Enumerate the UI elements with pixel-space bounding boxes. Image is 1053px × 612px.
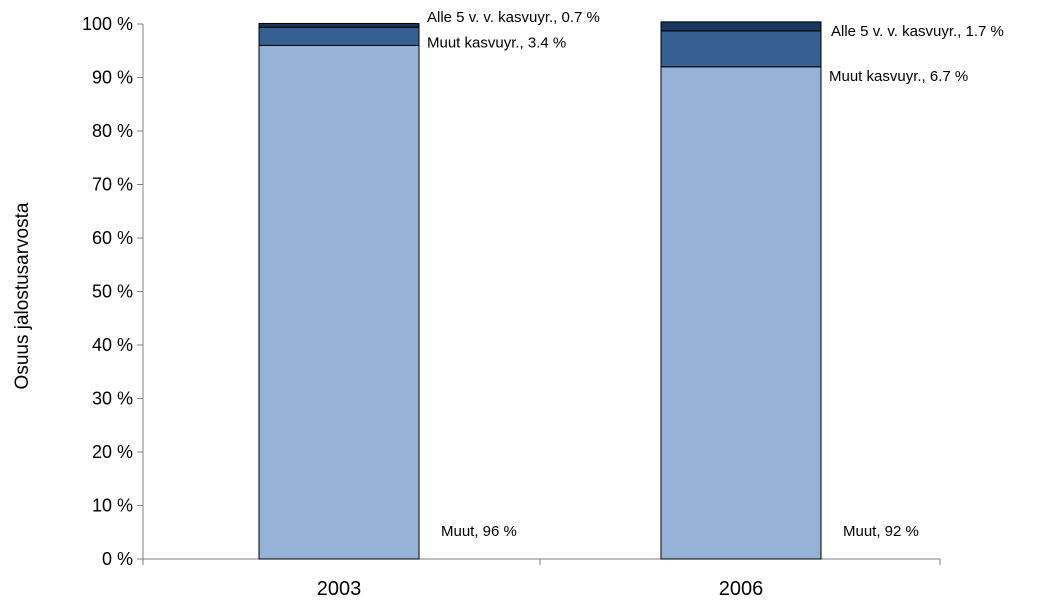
y-tick-label: 40 %: [92, 335, 133, 355]
bar-segment: [258, 44, 420, 560]
y-tick-label: 30 %: [92, 389, 133, 409]
bar-segment: [660, 30, 822, 68]
x-tick-label: 2006: [719, 578, 764, 600]
data-label: Muut, 96 %: [441, 523, 517, 540]
y-tick-label: 0 %: [102, 549, 133, 569]
y-tick-label: 50 %: [92, 282, 133, 302]
y-tick-label: 60 %: [92, 228, 133, 248]
bar-segment: [660, 66, 822, 560]
bars: [258, 21, 822, 560]
data-label: Muut kasvuyr., 6.7 %: [829, 68, 968, 85]
data-label: Alle 5 v. v. kasvuyr., 0.7 %: [427, 9, 600, 26]
x-tick-label: 2003: [317, 578, 362, 600]
data-labels: Muut, 96 % Muut kasvuyr., 3.4 % Alle 5 v. …: [427, 9, 1004, 540]
x-axis: 2003 2006: [142, 558, 941, 600]
y-tick-label: 100 %: [82, 14, 133, 34]
y-axis: 0 % 10 % 20 % 30 % 40 % 50 % 60 % 70 % 80 % 90 % 1…: [82, 14, 144, 569]
y-tick-label: 10 %: [92, 496, 133, 516]
y-tick-label: 70 %: [92, 175, 133, 195]
bar-segment: [258, 26, 420, 46]
y-tick-label: 90 %: [92, 68, 133, 88]
data-label: Muut, 92 %: [843, 523, 919, 540]
data-label: Alle 5 v. v. kasvuyr., 1.7 %: [831, 23, 1004, 40]
bar-segment: [258, 22, 420, 28]
y-tick-label: 20 %: [92, 442, 133, 462]
y-axis-label: Osuus jalostusarvosta: [12, 202, 33, 389]
y-tick-label: 80 %: [92, 121, 133, 141]
data-label: Muut kasvuyr., 3.4 %: [427, 34, 566, 51]
bar-segment: [660, 21, 822, 32]
